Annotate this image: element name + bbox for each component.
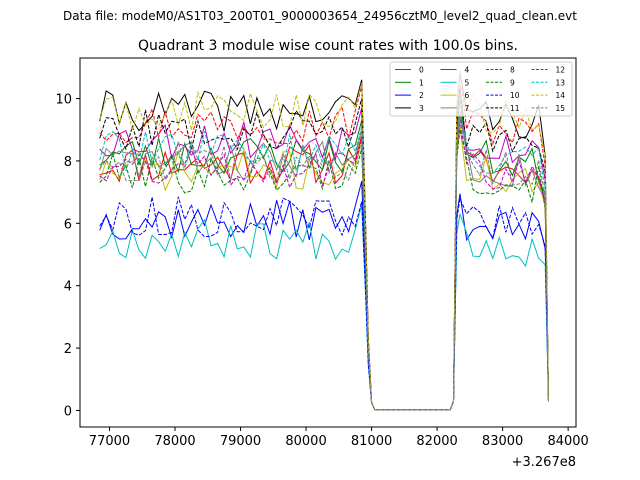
legend-label-15: 15: [556, 104, 566, 113]
y-axis: 0 2 4 6 8 10: [55, 93, 80, 419]
plot-lines: [99, 70, 549, 411]
y-tick-label: 10: [55, 93, 72, 108]
x-tick-label: 80000: [285, 434, 326, 449]
series-line-8: [99, 70, 549, 411]
series-line-11: [99, 89, 549, 411]
series-line-10: [99, 196, 549, 411]
y-tick-label: 4: [64, 280, 72, 295]
legend-label-8: 8: [510, 66, 515, 75]
x-tick-label: 82000: [416, 434, 457, 449]
x-tick-label: 79000: [220, 434, 261, 449]
legend-label-2: 2: [419, 91, 424, 100]
x-tick-label: 84000: [547, 434, 588, 449]
x-axis-offset-label: +3.267e8: [512, 455, 576, 470]
legend-label-13: 13: [556, 78, 566, 87]
legend-box: [389, 61, 573, 117]
series-line-13: [99, 110, 549, 411]
legend-label-1: 1: [419, 78, 424, 87]
legend-label-4: 4: [465, 66, 470, 75]
x-tick-label: 83000: [482, 434, 523, 449]
legend-label-3: 3: [419, 104, 424, 113]
series-line-6: [99, 126, 549, 411]
series-line-14: [99, 70, 549, 411]
series-line-2: [99, 181, 549, 411]
x-axis: 77000 78000 79000 80000 81000 82000 83000 84000: [89, 427, 589, 449]
x-tick-label: 77000: [89, 434, 130, 449]
legend-label-14: 14: [556, 91, 566, 100]
series-line-5: [99, 204, 549, 411]
x-tick-label: 81000: [351, 434, 392, 449]
legend-label-6: 6: [465, 91, 470, 100]
axes-frame: [79, 57, 577, 428]
series-line-15: [99, 117, 549, 411]
legend-label-0: 0: [419, 66, 424, 75]
series-line-4: [99, 86, 549, 411]
legend-label-9: 9: [510, 78, 515, 87]
legend-label-5: 5: [465, 78, 470, 87]
series-line-7: [99, 117, 549, 411]
series-line-0: [99, 110, 549, 411]
legend-label-11: 11: [510, 104, 520, 113]
legend-label-12: 12: [556, 66, 566, 75]
x-tick-label: 78000: [154, 434, 195, 449]
chart-title: Quadrant 3 module wise count rates with …: [138, 38, 518, 54]
series-line-12: [99, 120, 549, 411]
figure-supertitle: Data file: modeM0/AS1T03_200T01_90000036…: [63, 9, 577, 23]
series-line-9: [99, 129, 549, 411]
y-tick-label: 8: [64, 155, 72, 170]
y-tick-label: 2: [64, 342, 72, 357]
y-tick-label: 0: [64, 404, 72, 419]
y-tick-label: 6: [64, 217, 72, 232]
legend-label-10: 10: [510, 91, 520, 100]
legend-label-7: 7: [465, 104, 470, 113]
